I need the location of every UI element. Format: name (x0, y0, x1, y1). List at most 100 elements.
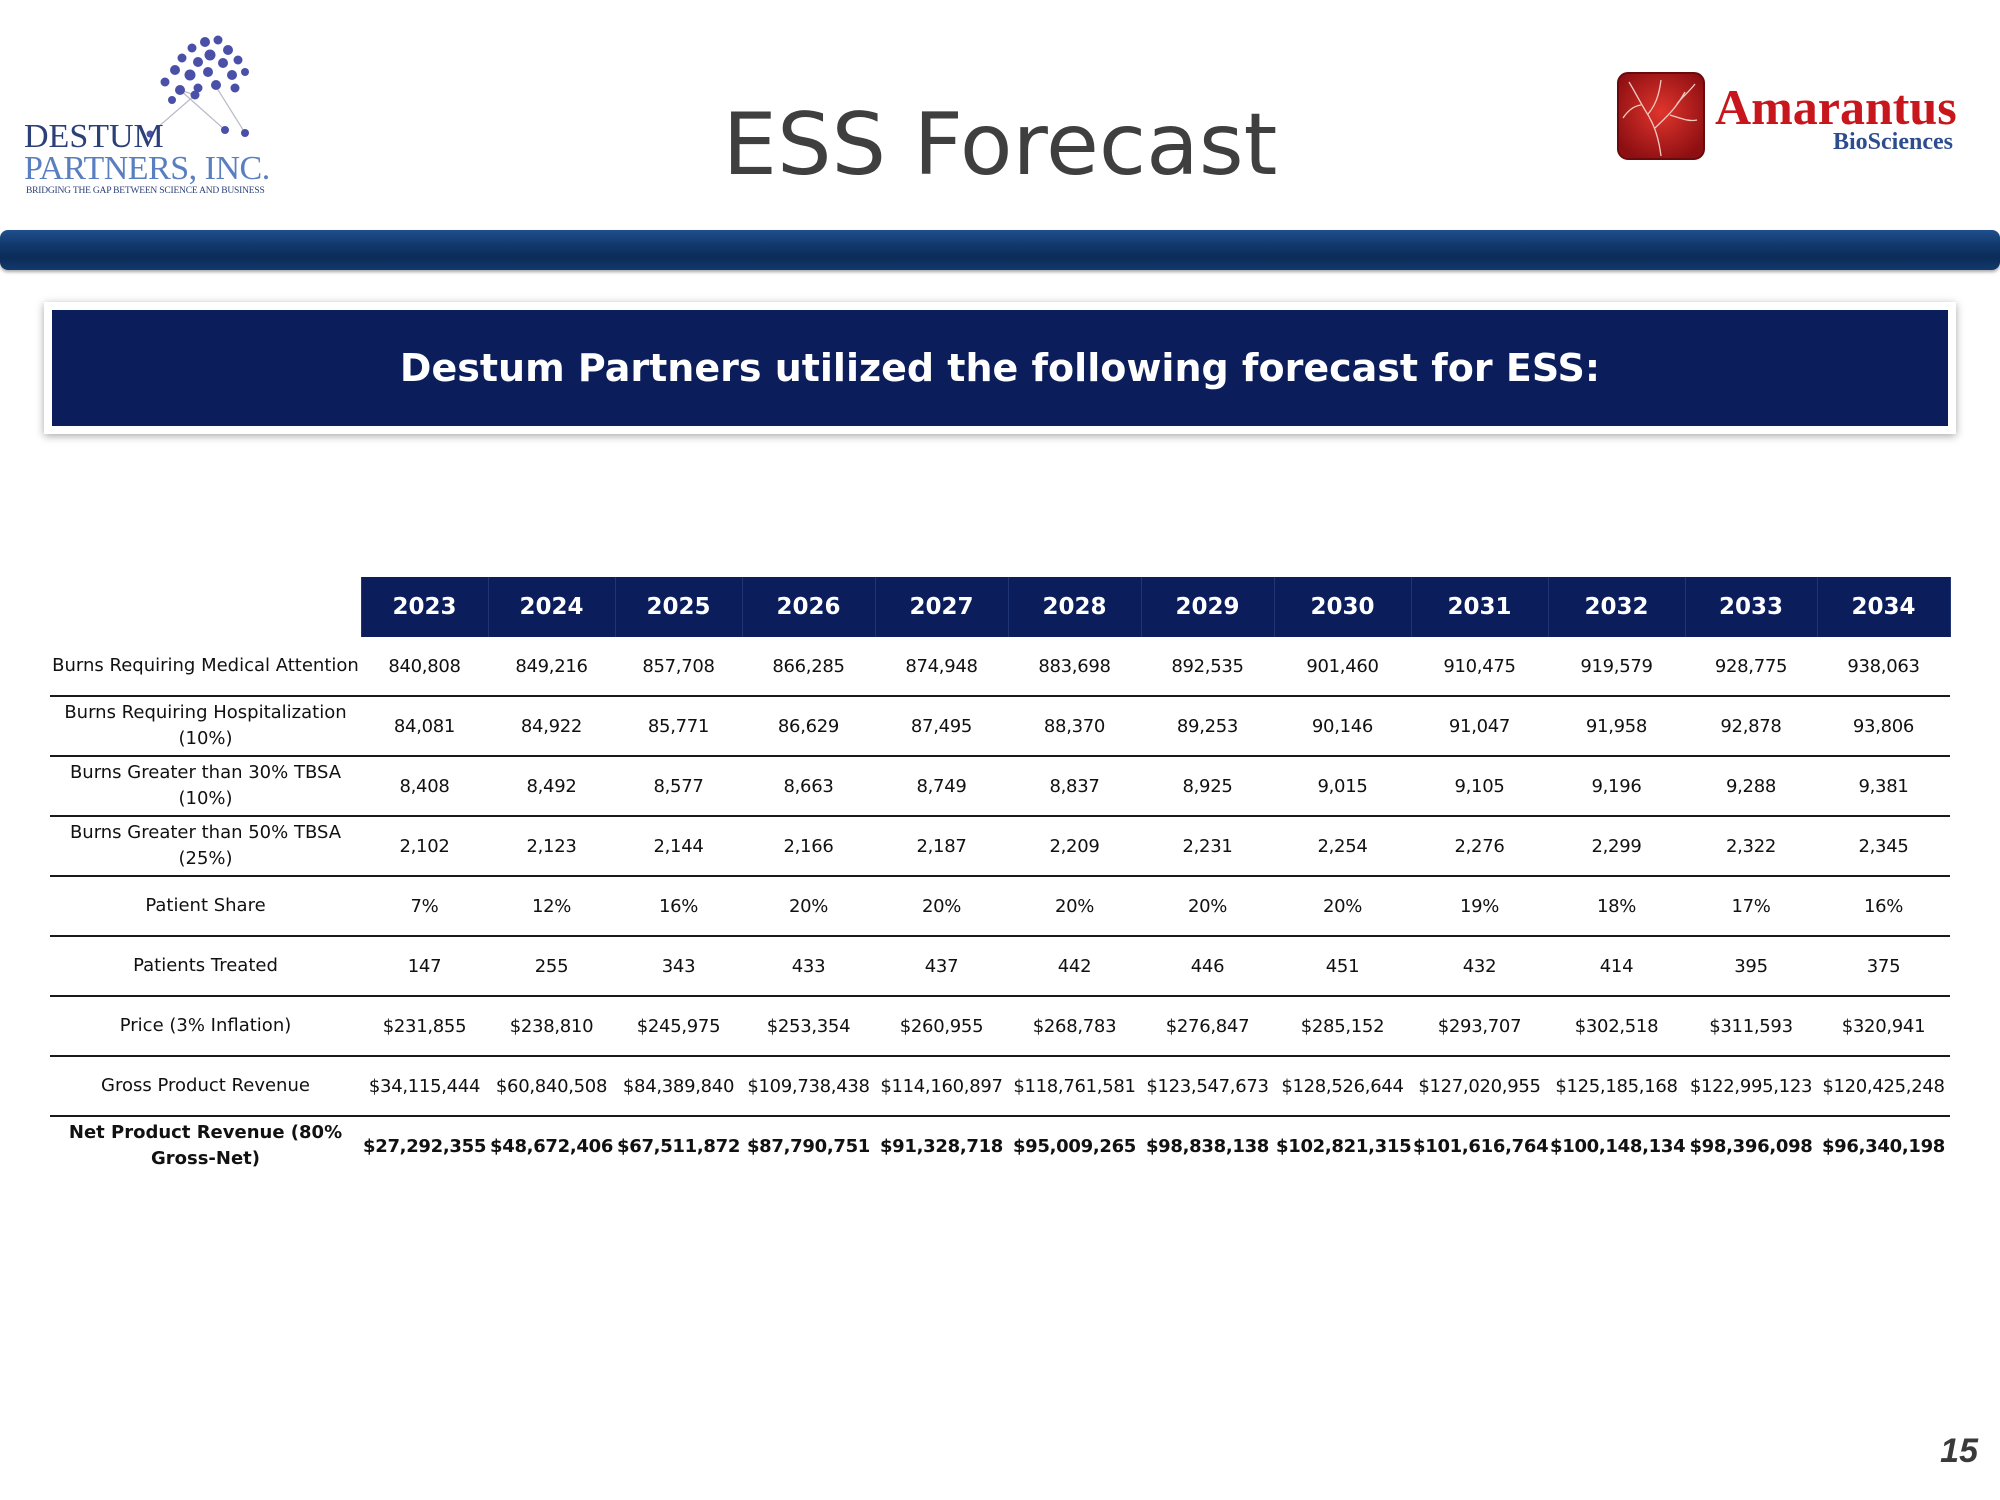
table-cell: 2,187 (875, 816, 1008, 877)
row-label: Burns Requiring Medical Attention (50, 637, 361, 697)
table-row: Price (3% Inflation) $231,855 $238,810 $245… (50, 996, 1950, 1057)
logo-name-line1: DESTUM (24, 118, 164, 155)
table-cell: $67,511,872 (617, 1135, 741, 1157)
amarantus-logo-icon (1617, 72, 1705, 160)
page-number: 15 (1940, 1432, 1978, 1470)
table-cell: 8,492 (488, 756, 615, 817)
table-cell: 17% (1685, 876, 1817, 937)
table-cell: 2,166 (742, 816, 875, 877)
table-cell: 9,015 (1274, 756, 1411, 817)
year-header: 2033 (1684, 577, 1818, 637)
table-row: Gross Product Revenue $34,115,444 $60,840,… (50, 1056, 1950, 1117)
table-cell: 432 (1411, 936, 1548, 997)
row-label: Patients Treated (50, 936, 361, 997)
table-cell: 91,047 (1411, 696, 1548, 757)
table-cell: 2,254 (1274, 816, 1411, 877)
table-cell: 433 (742, 936, 875, 997)
year-header: 2025 (614, 577, 743, 637)
table-cell: 91,958 (1548, 696, 1685, 757)
table-cell: 20% (1008, 876, 1141, 937)
table-cell: 892,535 (1141, 637, 1274, 697)
table-cell: 866,285 (742, 637, 875, 697)
logo-tagline: BRIDGING THE GAP BETWEEN SCIENCE AND BUS… (26, 186, 265, 196)
table-cell: 919,579 (1548, 637, 1685, 697)
table-cell: 849,216 (488, 637, 615, 697)
table-cell: 7% (361, 876, 488, 937)
table-cell: 86,629 (742, 696, 875, 757)
table-cell: 8,663 (742, 756, 875, 817)
table-row: Burns Greater than 30% TBSA (10%) 8,408 8,… (50, 756, 1950, 817)
row-label: Gross Product Revenue (50, 1056, 361, 1117)
year-header-row: 2023 2024 2025 2026 2027 2028 2029 2030 … (50, 577, 1951, 637)
year-header: 2026 (741, 577, 876, 637)
table-cell: $98,396,098 (1689, 1135, 1813, 1157)
table-cell: $276,847 (1141, 996, 1274, 1057)
table-cell: $293,707 (1411, 996, 1548, 1057)
table-cell: $123,547,673 (1141, 1056, 1274, 1117)
table-cell: $87,790,751 (746, 1135, 871, 1157)
table-cell: 2,322 (1685, 816, 1817, 877)
table-cell: 928,775 (1685, 637, 1817, 697)
table-cell: 20% (875, 876, 1008, 937)
amarantus-logo: Amarantus BioSciences (1615, 70, 1975, 170)
table-cell: 2,102 (361, 816, 488, 877)
molecule-icon (146, 35, 249, 138)
table-cell: 90,146 (1274, 696, 1411, 757)
table-cell: 89,253 (1141, 696, 1274, 757)
table-cell: $96,340,198 (1821, 1135, 1946, 1157)
table-cell: 84,922 (488, 696, 615, 757)
table-cell: 442 (1008, 936, 1141, 997)
logo-name-line2: PARTNERS, INC. (24, 150, 270, 187)
year-header: 2032 (1547, 577, 1686, 637)
row-label: Burns Greater than 30% TBSA (10%) (50, 756, 361, 817)
table-cell: 874,948 (875, 637, 1008, 697)
table-cell: 451 (1274, 936, 1411, 997)
table-cell: 437 (875, 936, 1008, 997)
table-cell: 8,837 (1008, 756, 1141, 817)
table-cell: $109,738,438 (742, 1056, 875, 1117)
table-cell: 857,708 (615, 637, 742, 697)
row-label: Price (3% Inflation) (50, 996, 361, 1057)
table-cell: 20% (1274, 876, 1411, 937)
year-header: 2028 (1007, 577, 1142, 637)
table-cell: 255 (488, 936, 615, 997)
table-cell: $84,389,840 (615, 1056, 742, 1117)
table-cell: 395 (1685, 936, 1817, 997)
table-cell: 2,123 (488, 816, 615, 877)
table-cell: 883,698 (1008, 637, 1141, 697)
table-cell: $102,821,315 (1276, 1135, 1412, 1157)
table-cell: 16% (615, 876, 742, 937)
year-header: 2034 (1816, 577, 1951, 637)
table-row: Burns Requiring Medical Attention 840,808… (50, 637, 1950, 697)
table-cell: 12% (488, 876, 615, 937)
table-row: Patients Treated 147 255 343 433 437 442 446 451… (50, 936, 1950, 997)
year-header: 2030 (1273, 577, 1412, 637)
table-cell: 147 (361, 936, 488, 997)
row-label: Patient Share (50, 876, 361, 937)
amarantus-subtitle: BioSciences (1833, 129, 1953, 155)
table-cell: 343 (615, 936, 742, 997)
table-cell: 2,144 (615, 816, 742, 877)
table-cell: 85,771 (615, 696, 742, 757)
table-cell: 20% (1141, 876, 1274, 937)
row-label: Burns Greater than 50% TBSA (25%) (50, 816, 361, 877)
table-cell: $231,855 (361, 996, 488, 1057)
table-row: Patient Share 7% 12% 16% 20% 20% 20% 20% 20% 19% 1… (50, 876, 1950, 937)
table-cell: $101,616,764 (1413, 1135, 1549, 1157)
table-cell: $122,995,123 (1685, 1056, 1817, 1117)
table-cell: $120,425,248 (1817, 1056, 1950, 1117)
table-cell: 18% (1548, 876, 1685, 937)
table-row: Burns Requiring Hospitalization (10%) 84,… (50, 696, 1950, 757)
table-cell: $91,328,718 (879, 1135, 1004, 1157)
table-cell: 9,105 (1411, 756, 1548, 817)
year-header: 2029 (1140, 577, 1275, 637)
table-cell: 20% (742, 876, 875, 937)
table-cell: 938,063 (1817, 637, 1950, 697)
table-cell: $268,783 (1008, 996, 1141, 1057)
table-cell: $127,020,955 (1411, 1056, 1548, 1117)
table-cell: $320,941 (1817, 996, 1950, 1057)
table-cell: $285,152 (1274, 996, 1411, 1057)
table-cell: $95,009,265 (1012, 1135, 1137, 1157)
table-cell: 2,276 (1411, 816, 1548, 877)
table-cell: $125,185,168 (1548, 1056, 1685, 1117)
